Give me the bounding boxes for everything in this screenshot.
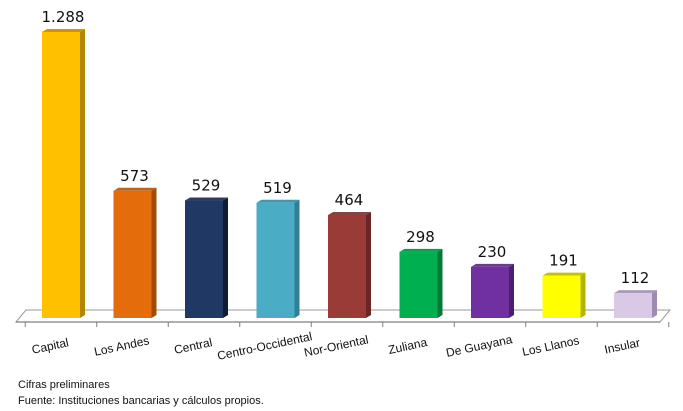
bar-side-central <box>223 197 228 318</box>
bar-side-los-llanos <box>580 272 586 318</box>
bar-side-capital <box>80 29 85 318</box>
value-label-centro-occidental: 519 <box>263 179 292 197</box>
bar-top-capital <box>42 29 85 32</box>
value-label-de-guayana: 230 <box>478 243 507 261</box>
value-label-nor-oriental: 464 <box>335 191 364 209</box>
bar-capital <box>42 32 80 318</box>
value-label-capital: 1.288 <box>42 8 85 26</box>
category-label-central: Central <box>173 335 214 357</box>
footnote-source: Fuente: Instituciones bancarias y cálcul… <box>18 395 264 407</box>
category-label-de-guayana: De Guayana <box>445 332 514 360</box>
bar-insular <box>614 293 652 318</box>
category-label-insular: Insular <box>603 335 641 356</box>
category-label-centro-occidental: Centro-Occidental <box>216 329 314 363</box>
bar-zuliana <box>399 251 438 318</box>
bar-top-zuliana <box>399 248 443 252</box>
bar-central <box>185 200 223 318</box>
bar-side-insular <box>652 290 657 318</box>
value-label-zuliana: 298 <box>406 228 435 246</box>
bar-top-los-andes <box>113 187 157 191</box>
bar-top-centro-occidental <box>256 199 300 203</box>
category-label-zuliana: Zuliana <box>387 335 429 357</box>
bar-side-los-andes <box>151 187 157 318</box>
bar-top-central <box>185 197 228 201</box>
bar-side-de-guayana <box>509 263 514 318</box>
bar-los-andes <box>113 190 152 318</box>
category-label-nor-oriental: Nor-Oriental <box>303 332 370 359</box>
bar-top-insular <box>614 290 657 294</box>
value-label-los-andes: 573 <box>120 167 149 185</box>
category-label-capital: Capital <box>30 335 69 356</box>
bar-side-zuliana <box>437 248 443 318</box>
bar-top-de-guayana <box>471 263 514 267</box>
value-label-central: 529 <box>192 177 221 195</box>
value-label-los-llanos: 191 <box>549 252 578 270</box>
bar-top-los-llanos <box>542 272 586 276</box>
value-label-insular: 112 <box>621 269 650 287</box>
bar-side-nor-oriental <box>366 211 371 318</box>
bar-side-centro-occidental <box>294 199 300 318</box>
bar-centro-occidental <box>256 202 295 318</box>
bar-top-nor-oriental <box>328 211 371 215</box>
category-label-los-andes: Los Andes <box>93 333 151 358</box>
bar-de-guayana <box>471 266 509 318</box>
bar-nor-oriental <box>328 214 366 318</box>
category-label-los-llanos: Los Llanos <box>521 333 581 359</box>
footnote-preliminary: Cifras preliminares <box>18 379 110 391</box>
bar-los-llanos <box>542 275 581 318</box>
